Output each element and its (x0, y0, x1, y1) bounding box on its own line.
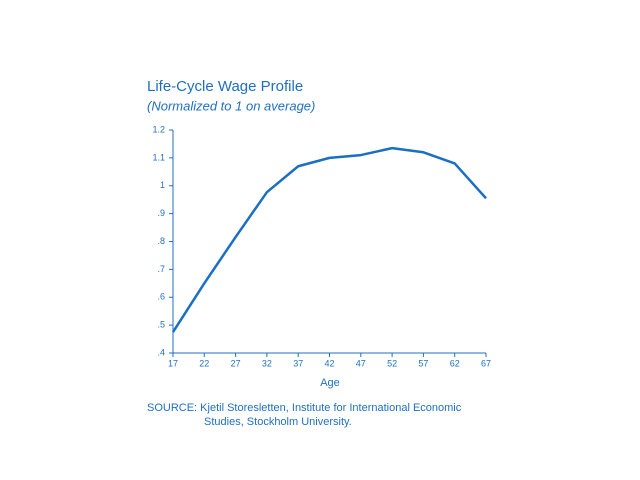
chart-title: Life-Cycle Wage Profile (147, 78, 303, 95)
source-note: SOURCE: Kjetil Storesletten, Institute f… (147, 402, 462, 428)
y-tick-label: .5 (157, 320, 165, 330)
x-tick-label: 57 (418, 358, 428, 368)
x-tick-label: 17 (168, 358, 178, 368)
y-tick-label: 1 (160, 180, 165, 190)
x-tick-label: 42 (324, 358, 334, 368)
x-tick-label: 37 (293, 358, 303, 368)
x-tick-label: 47 (356, 358, 366, 368)
x-tick-label: 67 (481, 358, 491, 368)
y-tick-label: .7 (157, 264, 165, 274)
x-tick-label: 22 (199, 358, 209, 368)
y-tick-label: 1.1 (152, 152, 165, 162)
chart-subtitle: (Normalized to 1 on average) (147, 98, 315, 113)
chart: Life-Cycle Wage Profile (Normalized to 1… (147, 78, 491, 389)
y-tick-label: 1.2 (152, 124, 165, 134)
y-tick-label: .9 (157, 208, 165, 218)
y-tick-label: .4 (157, 347, 165, 357)
x-tick-label: 52 (387, 358, 397, 368)
x-tick-label: 27 (231, 358, 241, 368)
y-tick-label: .6 (157, 292, 165, 302)
x-tick-label: 32 (262, 358, 272, 368)
x-tick-label: 62 (450, 358, 460, 368)
line-series (171, 146, 487, 333)
y-tick-label: .8 (157, 236, 165, 246)
x-axis-label: Age (320, 377, 340, 389)
